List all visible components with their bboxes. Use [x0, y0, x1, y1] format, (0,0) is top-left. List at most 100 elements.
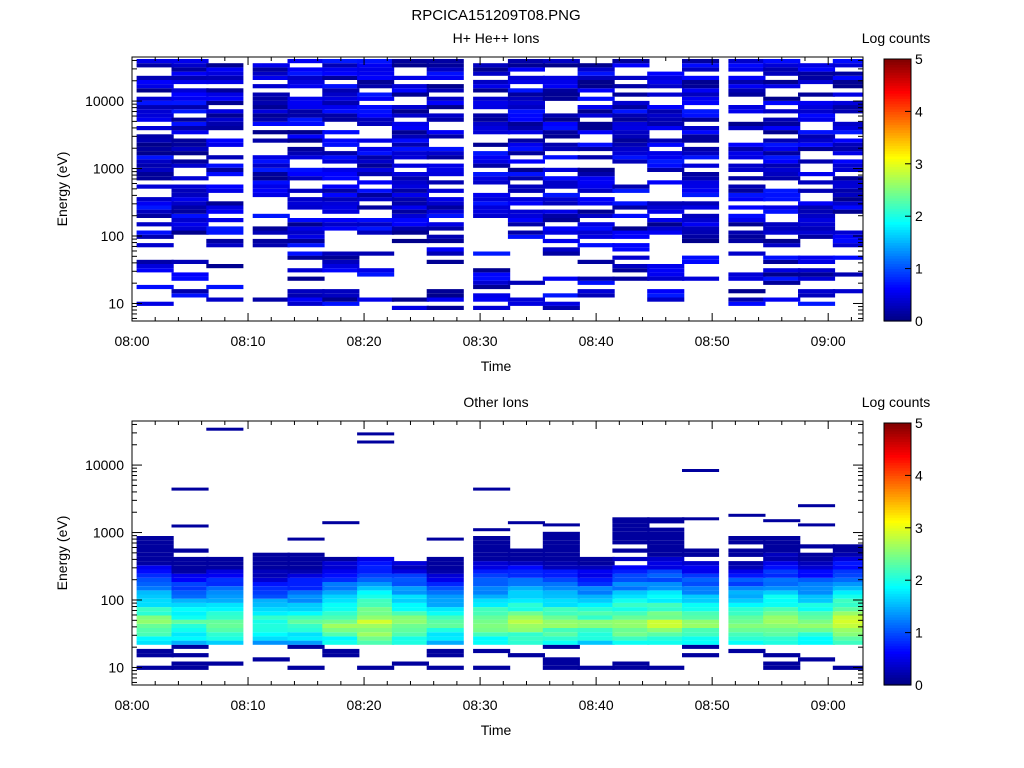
heatmap-cell — [798, 619, 836, 624]
heatmap-cells — [136, 59, 863, 310]
heatmap-cell — [612, 226, 650, 231]
colorbar-swatch — [884, 611, 911, 615]
heatmap-cell — [322, 226, 360, 231]
heatmap-cell — [252, 577, 290, 582]
colorbar-swatch — [884, 572, 911, 576]
heatmap-cell — [473, 251, 511, 256]
heatmap-cell — [507, 598, 545, 603]
heatmap-cell — [542, 301, 580, 306]
heatmap-cell — [798, 67, 836, 72]
heatmap-cell — [647, 577, 685, 582]
heatmap-cell — [763, 653, 801, 658]
heatmap-cell — [473, 67, 511, 72]
heatmap-cell — [647, 151, 685, 156]
heatmap-cell — [171, 665, 209, 670]
heatmap-cell — [577, 75, 615, 80]
heatmap-cell — [322, 138, 360, 143]
heatmap-cell — [577, 243, 615, 248]
heatmap-cell — [647, 205, 685, 210]
heatmap-cell — [426, 632, 464, 637]
heatmap-cell — [287, 577, 325, 582]
y-tick-label: 10 — [108, 295, 124, 311]
heatmap-cell — [322, 590, 360, 595]
heatmap-cell — [391, 192, 429, 198]
heatmap-cell — [832, 71, 863, 76]
heatmap-cell — [647, 582, 685, 587]
heatmap-cell — [763, 172, 801, 177]
heatmap-cell — [287, 84, 325, 89]
colorbar-swatch — [884, 90, 911, 94]
heatmap-cell — [832, 586, 863, 591]
heatmap-cell — [507, 607, 545, 612]
heatmap-cell — [728, 598, 766, 603]
colorbar-swatch — [884, 268, 911, 272]
heatmap-cell — [426, 565, 464, 570]
heatmap-cell — [206, 92, 244, 97]
heatmap-cell — [728, 607, 766, 612]
heatmap-cell — [763, 565, 801, 570]
heatmap-cell — [206, 167, 244, 172]
heatmap-cell — [798, 615, 836, 620]
colorbar-swatch — [884, 622, 911, 626]
heatmap-cell — [287, 226, 325, 231]
colorbar-swatch — [884, 567, 911, 571]
heatmap-cell — [136, 109, 174, 114]
heatmap-cell — [357, 565, 395, 570]
colorbar-swatch — [884, 543, 911, 547]
heatmap-cell — [357, 121, 395, 126]
heatmap-cell — [682, 602, 720, 608]
heatmap-cell — [391, 146, 429, 152]
heatmap-cell — [426, 293, 464, 298]
heatmap-cell — [647, 117, 685, 122]
heatmap-cell — [612, 264, 650, 269]
heatmap-cell — [507, 653, 545, 658]
heatmap-cell — [136, 155, 174, 160]
heatmap-cell — [287, 268, 325, 273]
heatmap-cell — [357, 619, 395, 624]
heatmap-cell — [287, 176, 325, 181]
heatmap-cell — [287, 565, 325, 570]
colorbar-swatch — [884, 247, 911, 251]
heatmap-cell — [612, 556, 650, 562]
colorbar-swatch — [884, 488, 911, 492]
colorbar-swatch — [884, 182, 911, 186]
heatmap-cell — [426, 607, 464, 612]
panel-title: Other Ions — [463, 394, 528, 410]
colorbar-swatch — [884, 265, 911, 270]
heatmap-cell — [507, 96, 545, 101]
heatmap-cell — [322, 648, 360, 654]
colorbar-swatch — [884, 475, 911, 479]
heatmap-cell — [832, 159, 863, 164]
heatmap-cell — [206, 238, 244, 244]
heatmap-cell — [728, 218, 766, 223]
heatmap-cell — [507, 577, 545, 582]
heatmap-cell — [682, 205, 720, 210]
heatmap-cell — [507, 105, 545, 110]
heatmap-cell — [577, 561, 615, 566]
heatmap-cell — [322, 67, 360, 72]
heatmap-cell — [577, 640, 615, 645]
heatmap-cell — [728, 234, 766, 239]
heatmap-cell — [728, 573, 766, 578]
heatmap-cell — [473, 628, 511, 633]
heatmap-cell — [798, 611, 836, 616]
heatmap-cell — [391, 222, 429, 227]
heatmap-cell — [542, 548, 580, 553]
heatmap-cell — [612, 109, 650, 114]
colorbar-swatch — [884, 454, 911, 458]
heatmap-cell — [136, 264, 174, 269]
heatmap-cell — [473, 536, 511, 541]
heatmap-cell — [542, 556, 580, 562]
heatmap-cell — [542, 602, 580, 608]
heatmap-cell — [507, 159, 545, 164]
heatmap-cell — [357, 440, 395, 444]
heatmap-cell — [473, 487, 511, 491]
y-tick-label: 10000 — [85, 457, 124, 473]
colorbar-swatch — [884, 100, 911, 105]
heatmap-cell — [287, 607, 325, 612]
x-axis: 08:00 08:10 08:20 08:30 08:40 08:50 09:00 — [114, 57, 852, 349]
heatmap-cell — [577, 172, 615, 177]
heatmap-cell — [322, 602, 360, 608]
heatmap-cell — [391, 590, 429, 595]
heatmap-cell — [252, 636, 290, 641]
